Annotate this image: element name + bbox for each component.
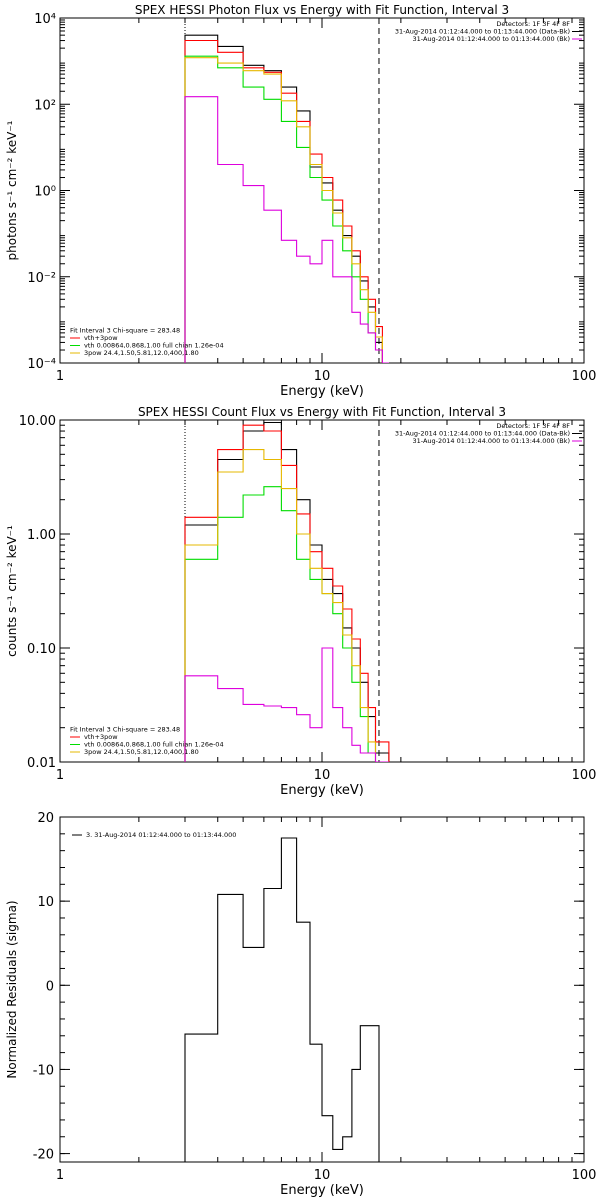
legend-fit-text: 3pow 24.4,1.50,5.81,12.0,400,1.80 bbox=[84, 349, 199, 357]
legend-topright-text: Detectors: 1F 3F 4F 8F bbox=[496, 20, 570, 28]
legend-topright-text: 31-Aug-2014 01:12:44.000 to 01:13:44.000… bbox=[395, 28, 570, 36]
x-axis-label: Energy (keV) bbox=[280, 783, 364, 798]
x-tick-label: 10 bbox=[314, 1168, 331, 1183]
chart-title: SPEX HESSI Photon Flux vs Energy with Fi… bbox=[135, 3, 509, 17]
series-3pow-line bbox=[184, 449, 389, 762]
y-tick-label: 10⁻⁴ bbox=[27, 357, 56, 372]
series-vth-3pow-line bbox=[184, 39, 389, 363]
y-tick-label: 10.00 bbox=[19, 414, 56, 429]
chart-title: SPEX HESSI Count Flux vs Energy with Fit… bbox=[138, 405, 506, 419]
x-tick-label: 10 bbox=[314, 369, 331, 384]
x-tick-label: 100 bbox=[572, 369, 597, 384]
series-bk-line bbox=[184, 647, 389, 762]
legend-topright-text: 31-Aug-2014 01:12:44.000 to 01:13:44.000… bbox=[413, 437, 570, 445]
x-tick-label: 1 bbox=[56, 768, 64, 783]
series-data-bk-line bbox=[184, 421, 390, 762]
x-tick-label: 10 bbox=[314, 768, 331, 783]
y-axis-label: Normalized Residuals (sigma) bbox=[5, 900, 19, 1078]
y-tick-label: -10 bbox=[33, 1063, 54, 1078]
legend-topright-text: Detectors: 1F 3F 4F 8F bbox=[496, 422, 570, 430]
series-3pow-line bbox=[184, 57, 389, 363]
y-tick-label: 10⁻² bbox=[27, 271, 56, 286]
y-tick-label: 10 bbox=[37, 895, 54, 910]
legend-fit-text: vth 0.00864,0.868,1.00 full chian 1.26e-… bbox=[84, 342, 224, 350]
series-vth-3pow-line bbox=[184, 424, 390, 762]
legend-fit-text: vth+3pow bbox=[84, 733, 118, 741]
legend-fit-text: vth+3pow bbox=[84, 334, 118, 342]
y-tick-label: 1.00 bbox=[27, 528, 56, 543]
y-axis-label: counts s⁻¹ cm⁻² keV⁻¹ bbox=[5, 525, 19, 657]
series-vth-line bbox=[184, 55, 389, 363]
legend-fit-header: Fit Interval 3 Chi-square = 283.48 bbox=[70, 726, 180, 734]
series-3-31-aug-2014-01-12-44-000-to-01-13-44-000-line bbox=[184, 837, 380, 1162]
legend-text: 3. 31-Aug-2014 01:12:44.000 to 01:13:44.… bbox=[86, 831, 236, 839]
series-vth-line bbox=[184, 486, 389, 762]
y-tick-label: 0 bbox=[46, 979, 54, 994]
x-tick-label: 1 bbox=[56, 1168, 64, 1183]
x-tick-label: 1 bbox=[56, 369, 64, 384]
y-axis-label: photons s⁻¹ cm⁻² keV⁻¹ bbox=[5, 120, 19, 260]
series-data-bk-line bbox=[184, 34, 389, 363]
legend-topright-text: 31-Aug-2014 01:12:44.000 to 01:13:44.000… bbox=[413, 35, 570, 43]
legend-fit-text: vth 0.00864,0.868,1.00 full chian 1.26e-… bbox=[84, 741, 224, 749]
legend-fit-text: 3pow 24.4,1.50,5.81,12.0,400,1.80 bbox=[84, 748, 199, 756]
y-tick-label: 0.01 bbox=[27, 756, 56, 771]
x-axis-label: Energy (keV) bbox=[280, 1183, 364, 1198]
y-tick-label: 10² bbox=[34, 98, 56, 113]
x-tick-label: 100 bbox=[572, 1168, 597, 1183]
x-tick-label: 100 bbox=[572, 768, 597, 783]
y-tick-label: 10⁰ bbox=[34, 185, 56, 200]
series-bk-line bbox=[184, 96, 389, 363]
y-tick-label: -20 bbox=[33, 1148, 54, 1163]
y-tick-label: 0.10 bbox=[27, 642, 56, 657]
legend-topright-text: 31-Aug-2014 01:12:44.000 to 01:13:44.000… bbox=[395, 430, 570, 438]
y-tick-label: 10⁴ bbox=[34, 12, 56, 27]
x-axis-label: Energy (keV) bbox=[280, 384, 364, 399]
y-tick-label: 20 bbox=[37, 811, 54, 826]
legend-fit-header: Fit Interval 3 Chi-square = 283.48 bbox=[70, 327, 180, 335]
